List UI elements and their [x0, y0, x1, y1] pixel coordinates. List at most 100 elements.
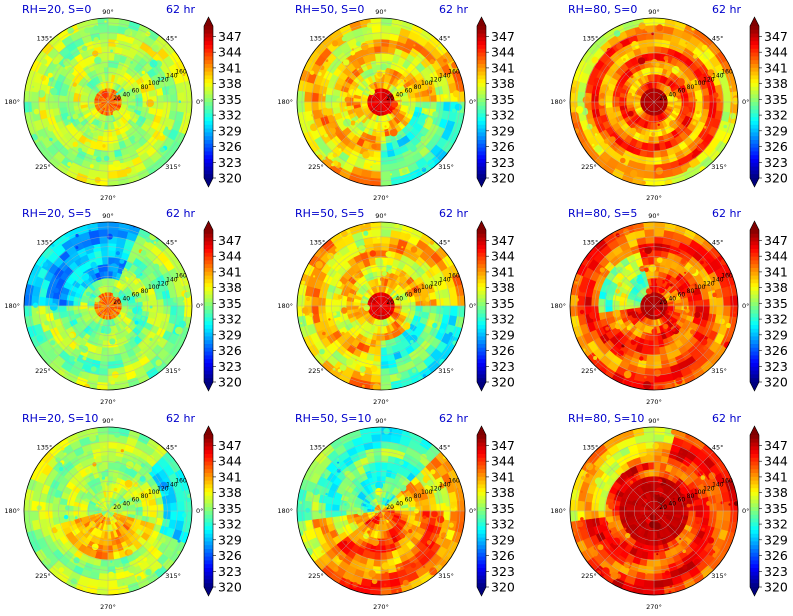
field-cell — [381, 18, 392, 26]
colorbar-segment — [750, 113, 759, 117]
colorbar-tick-label: 347 — [764, 29, 788, 44]
colorbar-segment — [204, 155, 213, 159]
field-cell — [177, 92, 185, 102]
colorbar-segment — [477, 136, 486, 140]
colorbar-segment — [204, 170, 213, 174]
colorbar-tick-label: 335 — [491, 296, 515, 311]
colorbar-segment — [750, 238, 759, 242]
colorbar-tick-label: 326 — [491, 139, 515, 154]
field-cell — [24, 91, 32, 102]
field-cell — [605, 300, 612, 306]
angle-tick-label: 135° — [37, 238, 53, 246]
field-speckle — [697, 144, 705, 152]
field-speckle — [149, 338, 152, 341]
field-cell — [409, 102, 416, 107]
colorbar-segment — [750, 253, 759, 257]
colorbar-segment — [204, 268, 213, 272]
radial-tick-label: 20 — [659, 95, 667, 102]
field-cell — [370, 178, 381, 186]
field-speckle — [376, 65, 382, 71]
field-speckle — [620, 32, 626, 38]
colorbar-segment — [750, 34, 759, 38]
field-speckle — [119, 259, 124, 264]
field-cell — [108, 250, 115, 257]
colorbar-segment — [750, 106, 759, 110]
field-cell — [703, 306, 710, 313]
field-cell — [24, 295, 32, 306]
field-cell — [102, 553, 108, 560]
field-cell — [381, 229, 391, 237]
panel-time-label: 62 hr — [439, 207, 468, 220]
field-speckle — [656, 24, 663, 31]
colorbar-segment — [477, 352, 486, 356]
field-cell — [177, 102, 185, 112]
field-cell — [52, 504, 59, 511]
field-cell — [370, 222, 381, 230]
field-speckle — [75, 246, 78, 249]
field-speckle — [360, 366, 366, 372]
colorbar-segment — [204, 125, 213, 129]
field-cell — [375, 348, 381, 355]
field-speckle — [175, 327, 183, 335]
field-speckle — [396, 373, 401, 378]
field-speckle — [592, 144, 595, 147]
field-cell — [377, 327, 381, 334]
field-speckle — [614, 145, 618, 149]
field-speckle — [104, 156, 110, 162]
colorbar-extend-max — [750, 17, 759, 26]
field-speckle — [628, 111, 634, 117]
field-speckle — [609, 136, 615, 142]
field-speckle — [595, 133, 598, 136]
angle-tick-label: 90° — [102, 212, 114, 220]
colorbar-extend-max — [477, 17, 486, 26]
angle-tick-label: 0° — [196, 98, 203, 106]
field-speckle — [576, 106, 584, 114]
field-speckle — [371, 144, 376, 149]
colorbar-segment — [204, 72, 213, 76]
field-cell — [157, 306, 164, 313]
colorbar-tick-label: 329 — [764, 123, 788, 138]
field-cell — [353, 302, 360, 306]
field-speckle — [67, 162, 71, 166]
field-cell — [649, 334, 654, 341]
field-speckle — [421, 136, 427, 142]
colorbar-segment — [477, 310, 486, 314]
field-speckle — [127, 269, 129, 271]
field-speckle — [593, 356, 597, 360]
field-speckle — [624, 371, 632, 379]
field-cell — [381, 178, 392, 186]
colorbar-tick-label: 326 — [218, 343, 242, 358]
colorbar-segment — [204, 94, 213, 98]
colorbar-segment — [750, 102, 759, 106]
field-cell — [430, 299, 437, 306]
field-speckle — [399, 276, 406, 283]
colorbar-tick-label: 344 — [764, 45, 788, 60]
colorbar-segment — [204, 317, 213, 321]
colorbar-segment — [750, 249, 759, 253]
panel-title: RH=20, S=5 — [22, 207, 91, 220]
colorbar-segment — [750, 64, 759, 68]
angle-tick-label: 0° — [469, 302, 476, 310]
field-speckle — [110, 380, 115, 385]
colorbar-tick-label: 338 — [491, 76, 515, 91]
colorbar-segment — [750, 98, 759, 102]
field-cell — [157, 504, 164, 511]
field-cell — [619, 301, 626, 306]
field-speckle — [415, 166, 418, 169]
field-speckle — [93, 132, 98, 137]
field-cell — [108, 355, 115, 362]
angle-tick-label: 180° — [550, 98, 566, 106]
field-speckle — [333, 312, 337, 316]
field-cell — [626, 98, 633, 102]
field-cell — [650, 123, 654, 130]
field-speckle — [180, 324, 183, 327]
colorbar-tick-label: 335 — [218, 296, 242, 311]
angle-tick-label: 90° — [648, 8, 660, 16]
field-speckle — [363, 231, 368, 236]
colorbar-tick-label: 344 — [764, 249, 788, 264]
angle-tick-label: 90° — [102, 8, 114, 16]
field-speckle — [101, 91, 108, 98]
colorbar-segment — [750, 132, 759, 136]
field-speckle — [88, 132, 91, 135]
panel-time-label: 62 hr — [712, 207, 741, 220]
